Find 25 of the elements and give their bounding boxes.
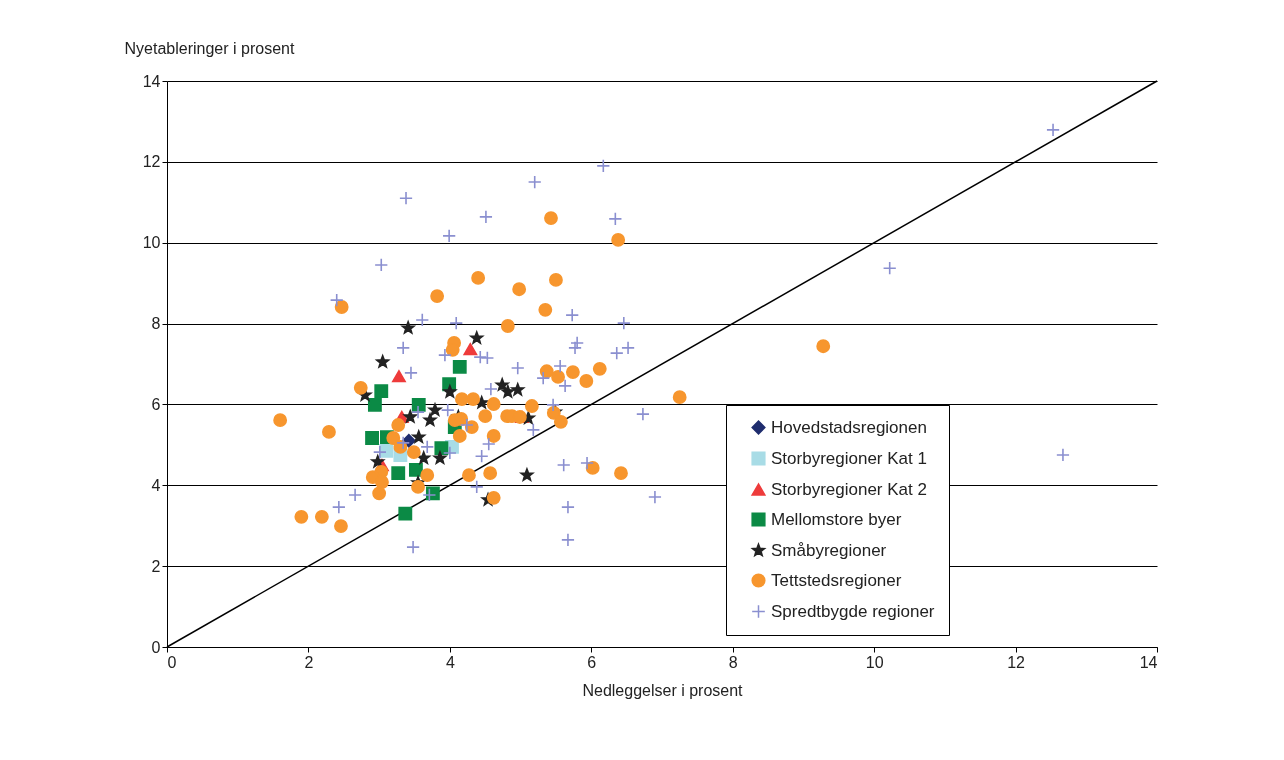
x-tick-label: 14 xyxy=(1139,653,1158,671)
x-axis-title: Nedleggelser i prosent xyxy=(582,681,744,699)
legend-label: Mellomstore byer xyxy=(771,509,902,529)
y-tick-label: 10 xyxy=(142,234,161,252)
x-tick-label: 0 xyxy=(167,653,177,671)
legend-label: Storbyregioner Kat 2 xyxy=(771,479,927,499)
x-tick-label: 4 xyxy=(445,653,455,671)
y-axis-title: Nyetableringer i prosent xyxy=(124,39,295,57)
legend-label: Storbyregioner Kat 1 xyxy=(771,448,927,468)
y-tick-label: 2 xyxy=(151,557,161,575)
x-tick-label: 2 xyxy=(304,653,314,671)
y-tick-label: 0 xyxy=(151,638,161,656)
y-tick-label: 4 xyxy=(151,476,161,494)
y-tick-label: 12 xyxy=(142,153,161,171)
legend-label: Hovedstadsregionen xyxy=(771,417,927,437)
x-tick-label: 6 xyxy=(587,653,597,671)
x-tick-label: 10 xyxy=(865,653,884,671)
legend-label: Småbyregioner xyxy=(771,540,887,560)
y-tick-label: 8 xyxy=(151,315,161,333)
x-tick-label: 12 xyxy=(1007,653,1026,671)
legend-label: Spredtbygde regioner xyxy=(771,601,935,621)
legend-label: Tettstedsregioner xyxy=(771,570,902,590)
y-tick-label: 6 xyxy=(151,395,161,413)
y-tick-label: 14 xyxy=(142,72,161,90)
x-tick-label: 8 xyxy=(728,653,738,671)
